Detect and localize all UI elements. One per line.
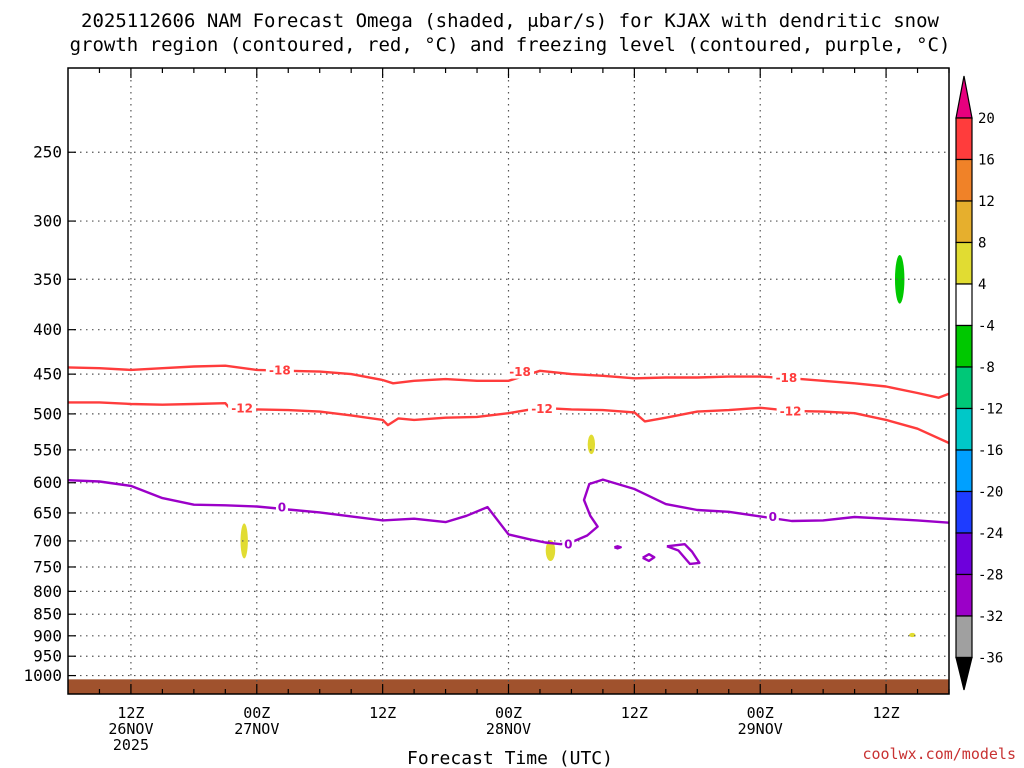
x-tick-label: 2025 xyxy=(113,736,149,754)
colorbar-tick-label: -20 xyxy=(978,485,1003,501)
contour-label-bg xyxy=(228,400,257,415)
colorbar-tick-label: -24 xyxy=(978,526,1003,542)
colorbar-segment xyxy=(955,573,973,617)
colorbar-segment xyxy=(955,241,973,285)
colorbar-segment xyxy=(955,366,973,410)
colorbar-top-arrow xyxy=(955,75,973,119)
colorbar-tick-label: -4 xyxy=(978,319,995,335)
contour-label: -12 xyxy=(780,404,802,418)
colorbar-tick-label: 12 xyxy=(978,194,995,210)
contour-closed-0 xyxy=(614,545,622,550)
contour-label: -18 xyxy=(509,365,531,379)
colorbar-segment xyxy=(955,200,973,244)
omega-shaded-region xyxy=(545,539,556,562)
contour-label: -12 xyxy=(531,402,553,416)
y-tick-label: 900 xyxy=(33,626,62,645)
colorbar: 20 16 12 8 4 -4 -8 -12 -16 -20 -24 -28 -32 -36 xyxy=(955,75,1003,691)
contour-label: 0 xyxy=(769,510,777,524)
colorbar-segment xyxy=(955,324,973,368)
contour-label-bg xyxy=(776,403,805,418)
contour-label: -18 xyxy=(269,363,291,377)
x-tick-label: 00Z xyxy=(495,704,522,722)
colorbar-segment xyxy=(955,615,973,659)
x-tick-label: 00Z xyxy=(243,704,270,722)
x-axis-label: Forecast Time (UTC) xyxy=(407,748,613,768)
colorbar-segment xyxy=(955,158,973,202)
colorbar-segment xyxy=(955,532,973,576)
x-tick-label: 00Z xyxy=(747,704,774,722)
colorbar-segment xyxy=(955,490,973,534)
contour-closed-0 xyxy=(666,543,701,566)
omega-shaded-region xyxy=(909,632,916,638)
y-axis: 250 300 350 400 450 500 550 600 650 700 750 800 850 9… xyxy=(23,143,76,685)
contour-label-bg xyxy=(528,401,557,416)
contour-label-bg xyxy=(766,509,779,524)
contour-label: -12 xyxy=(231,401,253,415)
colorbar-tick-label: 16 xyxy=(978,153,995,169)
y-tick-label: 850 xyxy=(33,605,62,624)
colorbar-tick-label: -8 xyxy=(978,360,995,376)
omega-shaded-region xyxy=(240,523,248,559)
x-tick-label: 12Z xyxy=(117,704,144,722)
y-tick-label: 950 xyxy=(33,647,62,666)
omega-shaded-region xyxy=(894,254,905,304)
plot-area: -18 -18 -18 -12 -12 -12 0 0 0 xyxy=(67,68,950,694)
y-tick-label: 1000 xyxy=(23,666,62,685)
omega-shaded-region xyxy=(587,434,596,455)
contour-label: 0 xyxy=(278,501,286,515)
colorbar-tick-label: -36 xyxy=(978,651,1003,667)
x-tick-label: 12Z xyxy=(873,704,900,722)
colorbar-tick-label: -16 xyxy=(978,443,1003,459)
contour-line-0 xyxy=(67,478,950,546)
colorbar-segment xyxy=(955,449,973,493)
contour-label-bg xyxy=(562,537,575,552)
contour-label-bg xyxy=(506,364,535,379)
x-tick-label: 12Z xyxy=(369,704,396,722)
colorbar-segment xyxy=(955,117,973,161)
contour-line-m18 xyxy=(67,364,950,399)
y-tick-label: 350 xyxy=(33,270,62,289)
x-tick-label: 27NOV xyxy=(234,720,279,738)
contour-label: 0 xyxy=(564,538,572,552)
y-tick-label: 300 xyxy=(33,212,62,231)
chart-title-line-2: growth region (contoured, red, °C) and f… xyxy=(70,34,951,56)
x-tick-label: 26NOV xyxy=(108,720,153,738)
colorbar-tick-label: 4 xyxy=(978,277,986,293)
colorbar-bottom-arrow xyxy=(955,656,973,691)
contour-label-bg xyxy=(275,500,288,515)
colorbar-tick-label: -28 xyxy=(978,568,1003,584)
colorbar-tick-label: -12 xyxy=(978,402,1003,418)
y-tick-label: 500 xyxy=(33,404,62,423)
y-tick-label: 400 xyxy=(33,320,62,339)
x-tick-label: 29NOV xyxy=(738,720,783,738)
colorbar-tick-label: 20 xyxy=(978,111,995,127)
contour-label-bg xyxy=(265,362,294,377)
contour-label: -18 xyxy=(776,371,798,385)
contour-closed-0 xyxy=(642,553,656,563)
y-tick-label: 450 xyxy=(33,365,62,384)
y-tick-label: 250 xyxy=(33,143,62,162)
x-tick-label: 12Z xyxy=(621,704,648,722)
x-tick-label: 28NOV xyxy=(486,720,531,738)
credit-label: coolwx.com/models xyxy=(862,745,1016,763)
y-tick-label: 750 xyxy=(33,557,62,576)
y-tick-label: 550 xyxy=(33,440,62,459)
chart-title-line-1: 2025112606 NAM Forecast Omega (shaded, μ… xyxy=(81,10,939,32)
colorbar-segment xyxy=(955,407,973,451)
y-tick-label: 700 xyxy=(33,531,62,550)
y-tick-label: 650 xyxy=(33,503,62,522)
colorbar-tick-label: -32 xyxy=(978,609,1003,625)
colorbar-segment xyxy=(955,283,973,327)
y-tick-label: 600 xyxy=(33,473,62,492)
contour-label-bg xyxy=(772,370,801,385)
y-tick-label: 800 xyxy=(33,582,62,601)
colorbar-tick-label: 8 xyxy=(978,236,986,252)
